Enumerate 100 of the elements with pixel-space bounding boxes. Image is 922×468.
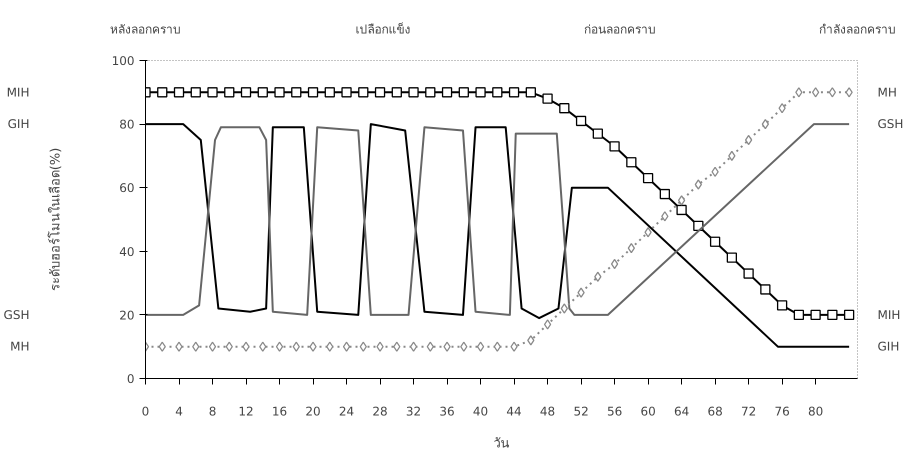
point	[192, 342, 200, 352]
x-tick-label: 4	[175, 404, 183, 418]
text: GSH	[878, 117, 904, 132]
x-tick-label: 72	[740, 404, 756, 418]
point	[626, 157, 636, 168]
x-tick-label: 40	[472, 404, 488, 418]
series-label: MIH	[878, 308, 900, 322]
point	[458, 87, 469, 98]
point	[393, 342, 400, 352]
point	[258, 87, 268, 98]
x-tick-label: 76	[774, 404, 790, 418]
point	[224, 87, 234, 98]
x-tick-label: 16	[272, 404, 288, 418]
x-tick-label: 8	[208, 404, 216, 418]
point	[426, 342, 434, 352]
point	[576, 116, 586, 126]
text: GSH	[4, 308, 30, 322]
text: MIH	[6, 85, 30, 100]
point	[594, 272, 602, 282]
point	[778, 103, 786, 114]
x-tick-label: 20	[305, 404, 321, 418]
point	[425, 87, 436, 98]
x-tick-label: 52	[573, 404, 589, 418]
point	[577, 287, 585, 298]
point	[274, 87, 285, 98]
x-tick-label: 12	[238, 404, 254, 418]
y-tick-label: 0	[126, 372, 135, 386]
point	[609, 141, 620, 152]
x-axis-title: วัน	[494, 436, 510, 452]
point	[410, 342, 418, 352]
point	[776, 300, 788, 311]
point	[157, 87, 168, 98]
text: หลังลอกคราบ	[110, 22, 181, 36]
point	[240, 87, 252, 98]
point	[242, 342, 250, 352]
point	[494, 342, 501, 352]
point	[443, 342, 451, 352]
text: เปลือกแข็ง	[355, 22, 410, 36]
point	[845, 87, 853, 98]
x-tick-label: 36	[439, 404, 455, 418]
point	[744, 134, 752, 146]
point	[559, 103, 570, 114]
point	[508, 87, 520, 98]
point	[408, 87, 419, 98]
y-axis-title: ระดับฮอร์โมนในเลือด(%)	[48, 148, 64, 292]
x-tick-label: 44	[506, 404, 522, 418]
text: GIH	[8, 117, 30, 132]
y-tick-label: 80	[119, 118, 135, 132]
point	[762, 118, 770, 130]
point	[542, 94, 553, 104]
point	[442, 87, 452, 98]
point	[661, 211, 668, 222]
point	[795, 87, 803, 98]
point	[726, 252, 738, 263]
x-tick-label: 0	[142, 404, 150, 418]
y-tick-label: 20	[119, 308, 135, 322]
point	[592, 128, 603, 139]
point	[644, 227, 652, 238]
point	[760, 284, 771, 295]
point	[476, 342, 484, 352]
point	[812, 87, 820, 98]
point	[358, 87, 368, 98]
x-tick-label: 68	[707, 404, 723, 418]
x-tick-label: 64	[674, 404, 690, 418]
point	[376, 342, 384, 352]
point	[844, 310, 854, 320]
x-tick-label: 32	[406, 404, 422, 418]
point	[827, 310, 838, 320]
point	[610, 258, 618, 270]
point	[309, 342, 317, 352]
x-tick-label: 80	[808, 404, 824, 418]
point	[174, 87, 184, 98]
point	[360, 342, 367, 352]
point	[308, 87, 318, 98]
point	[226, 342, 233, 352]
point	[510, 342, 518, 352]
point	[475, 87, 486, 98]
point	[190, 87, 201, 98]
y-tick-label: 60	[119, 181, 135, 196]
text: GIH	[878, 340, 900, 354]
x-tick-label: 56	[606, 404, 622, 418]
point	[660, 188, 670, 200]
text: MH	[10, 340, 30, 354]
y-tick-label: 100	[112, 54, 134, 68]
point	[711, 166, 719, 177]
y-tick-label: 40	[119, 244, 135, 259]
x-tick-label: 24	[338, 404, 354, 418]
x-tick-label: 48	[540, 404, 556, 418]
text: กำลังลอกคราบ	[819, 22, 896, 36]
point	[492, 87, 502, 98]
point	[527, 335, 534, 346]
point	[324, 87, 335, 98]
text: ก่อนลอกคราบ	[584, 22, 656, 36]
text: MH	[878, 85, 897, 100]
point	[710, 236, 720, 247]
point	[374, 87, 386, 98]
x-tick-label: 60	[640, 404, 656, 418]
point	[794, 310, 804, 320]
point	[526, 87, 536, 98]
point	[175, 342, 183, 352]
